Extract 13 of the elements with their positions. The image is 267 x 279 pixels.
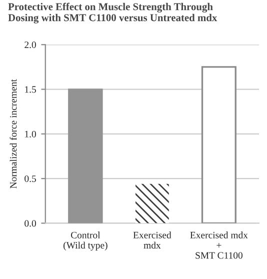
y-axis-title: Normalized force increment <box>10 79 17 188</box>
bar <box>136 184 169 224</box>
bar <box>201 66 236 224</box>
x-tick-label: Exercised mdx + SMT C1100 <box>190 232 248 259</box>
y-tick-label: 0.5 <box>24 175 36 182</box>
y-tick-label: 1.5 <box>25 86 36 93</box>
bar <box>68 88 103 224</box>
y-tick-label: 0.0 <box>24 220 36 227</box>
y-tick-label: 1.0 <box>25 130 36 138</box>
x-tick-label: Control (Wild type) <box>64 232 108 251</box>
x-tick-label: Exercised mdx <box>133 232 172 249</box>
chart-title: Protective Effect on Muscle Strength Through Dosing with SMT C1100 versus Untreated mdx <box>8 2 218 24</box>
y-tick-label: 2.0 <box>24 42 36 48</box>
